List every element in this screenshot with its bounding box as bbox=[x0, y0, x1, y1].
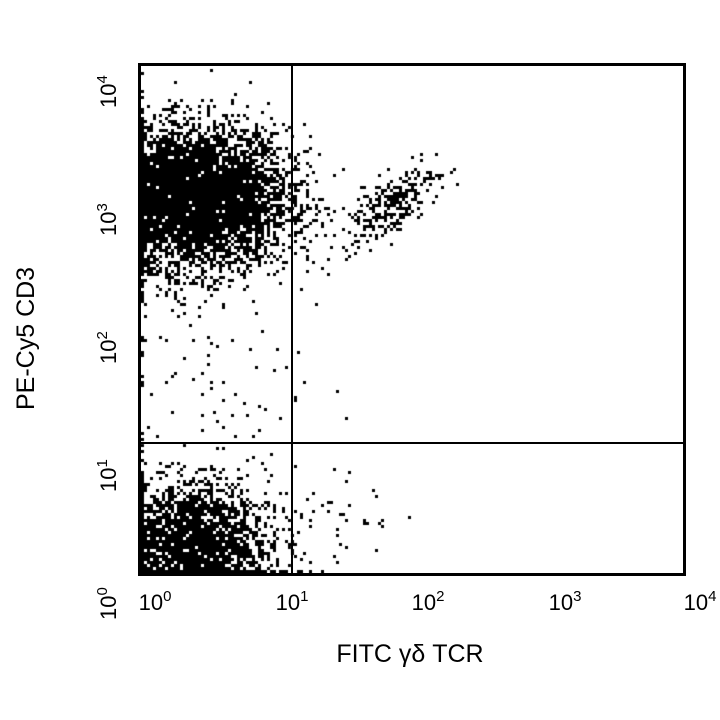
y-tick-10e1: 101 bbox=[94, 459, 121, 492]
x-tick-10e0: 100 bbox=[138, 588, 172, 615]
x-tick-10e3: 103 bbox=[548, 588, 582, 615]
y-axis-label: PE-Cy5 CD3 bbox=[12, 266, 40, 410]
y-tick-10e2: 102 bbox=[94, 331, 121, 364]
dot-plot-canvas bbox=[141, 66, 683, 573]
quadrant-gate-vertical[interactable] bbox=[291, 66, 293, 573]
y-tick-10e0: 100 bbox=[94, 587, 121, 620]
x-tick-10e2: 102 bbox=[411, 588, 445, 615]
x-tick-10e4: 104 bbox=[683, 588, 717, 615]
x-tick-10e1: 101 bbox=[275, 588, 309, 615]
plot-area bbox=[138, 63, 686, 576]
x-axis-label: FITC γδ TCR bbox=[336, 640, 484, 668]
y-tick-10e4: 104 bbox=[94, 75, 121, 108]
y-tick-10e3: 103 bbox=[94, 203, 121, 236]
quadrant-gate-horizontal[interactable] bbox=[141, 442, 683, 444]
